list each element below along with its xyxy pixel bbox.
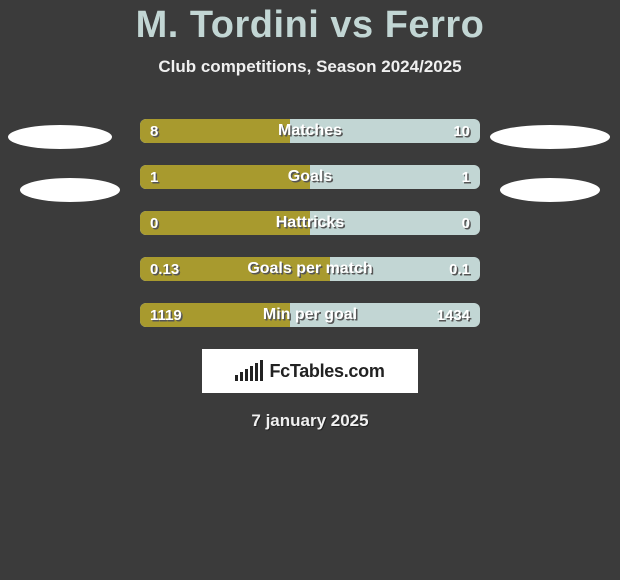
stat-bar-left-fill xyxy=(140,119,290,143)
page-title: M. Tordini vs Ferro xyxy=(0,4,620,47)
stat-bar: Matches810 xyxy=(140,119,480,143)
stat-value-right: 1434 xyxy=(437,303,470,327)
stat-row: Goals per match0.130.1 xyxy=(0,257,620,281)
stat-bar-left-fill xyxy=(140,211,310,235)
stat-bar: Goals11 xyxy=(140,165,480,189)
stat-bar: Goals per match0.130.1 xyxy=(140,257,480,281)
fctables-logo[interactable]: FcTables.com xyxy=(202,349,418,393)
stat-bar-left-fill xyxy=(140,165,310,189)
subtitle: Club competitions, Season 2024/2025 xyxy=(0,57,620,77)
stat-bar: Hattricks00 xyxy=(140,211,480,235)
stat-bar: Min per goal11191434 xyxy=(140,303,480,327)
stat-value-right: 1 xyxy=(462,165,470,189)
stat-rows: Matches810 Goals11 Hattricks00 Goals per ma… xyxy=(0,119,620,327)
stat-bar-left-fill xyxy=(140,257,330,281)
generated-date: 7 january 2025 xyxy=(0,411,620,431)
stat-bar-left-fill xyxy=(140,303,290,327)
stat-value-right: 10 xyxy=(453,119,470,143)
logo-text: FcTables.com xyxy=(269,361,384,382)
stat-row: Matches810 xyxy=(0,119,620,143)
stat-value-right: 0.1 xyxy=(449,257,470,281)
stat-row: Goals11 xyxy=(0,165,620,189)
logo-bars-icon xyxy=(235,361,263,381)
stats-comparison-card: M. Tordini vs Ferro Club competitions, S… xyxy=(0,0,620,431)
stat-row: Min per goal11191434 xyxy=(0,303,620,327)
stat-row: Hattricks00 xyxy=(0,211,620,235)
stat-value-right: 0 xyxy=(462,211,470,235)
